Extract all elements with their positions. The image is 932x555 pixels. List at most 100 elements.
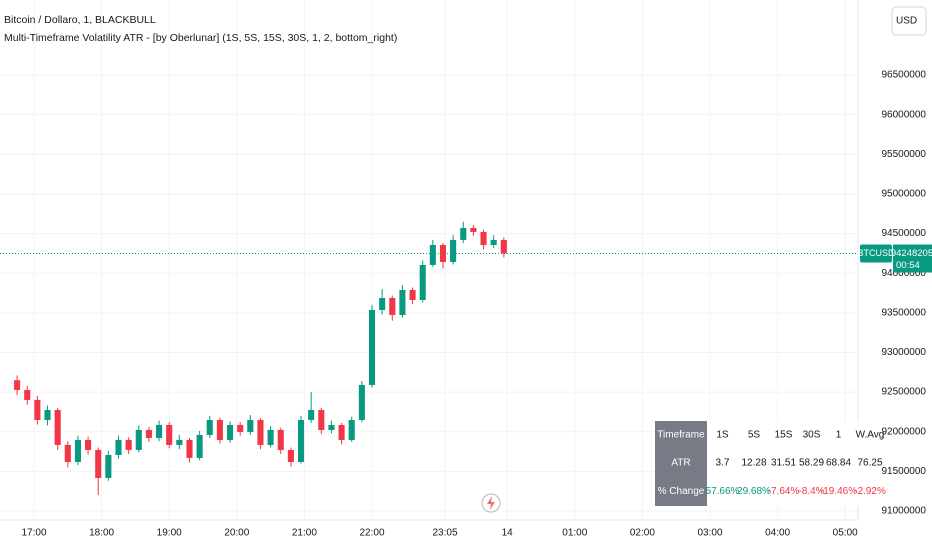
- candle-body: [409, 289, 416, 300]
- candle-body: [368, 309, 376, 385]
- currency-label[interactable]: USD: [896, 16, 917, 27]
- table-cell: 1: [836, 430, 842, 441]
- table-cell: 68.84: [826, 458, 851, 469]
- table-cell: -7.64%: [768, 486, 800, 497]
- x-tick-label: 22:00: [359, 528, 384, 539]
- x-tick-label: 19:00: [157, 528, 182, 539]
- y-tick-label: 94000000: [882, 268, 927, 279]
- table-cell: 31.51: [771, 458, 796, 469]
- candle-body: [166, 424, 173, 445]
- candle-body: [85, 439, 92, 450]
- x-tick-label: 20:00: [224, 528, 249, 539]
- candle-body: [429, 244, 436, 265]
- table-cell: 76.25: [857, 458, 882, 469]
- currency-button[interactable]: [891, 6, 927, 36]
- candle-body: [358, 384, 365, 420]
- candle-body: [348, 419, 355, 440]
- x-tick-label: 18:00: [89, 528, 114, 539]
- candle-body: [176, 439, 183, 445]
- candle-body: [379, 298, 386, 310]
- table-cell: 29.68%: [737, 486, 771, 497]
- candle-body: [490, 239, 497, 245]
- candle-body: [206, 419, 213, 435]
- table-cell: ATR: [671, 458, 690, 469]
- candle-body: [95, 449, 102, 478]
- table-cell: -19.46%: [820, 486, 857, 497]
- candle-body: [216, 419, 223, 440]
- x-tick-label: 01:00: [562, 528, 587, 539]
- table-cell: 15S: [775, 430, 793, 441]
- candle-body: [247, 419, 254, 432]
- table-cell: 5S: [748, 430, 761, 441]
- y-tick-label: 96500000: [882, 70, 927, 81]
- candle-body: [257, 419, 264, 445]
- candle-body: [105, 454, 112, 478]
- y-tick-label: 91500000: [882, 466, 927, 477]
- candle-body: [470, 227, 477, 232]
- countdown-label: 00:54: [896, 260, 920, 271]
- candle-body: [389, 298, 396, 315]
- candle-body: [14, 380, 21, 390]
- candle-body: [54, 409, 61, 445]
- table-cell: -8.4%: [798, 486, 824, 497]
- price-label-bg: [893, 244, 932, 273]
- candle-body: [196, 434, 203, 458]
- candle-body: [237, 424, 244, 432]
- candle-body: [318, 409, 325, 430]
- candle-body: [64, 444, 71, 462]
- y-tick-label: 93500000: [882, 307, 927, 318]
- price-label: 94248205: [891, 248, 932, 259]
- candle-body: [156, 424, 163, 438]
- chart-title: Bitcoin / Dollaro, 1, BLACKBULL: [4, 14, 156, 26]
- y-tick-label: 94500000: [882, 228, 927, 239]
- y-tick-label: 92500000: [882, 387, 927, 398]
- candle-body: [135, 429, 142, 450]
- y-tick-label: 95500000: [882, 149, 927, 160]
- candle-body: [226, 424, 234, 440]
- table-cell: 3.7: [716, 458, 730, 469]
- candle-body: [44, 409, 51, 420]
- candle-body: [267, 429, 274, 445]
- table-cell: 1S: [716, 430, 729, 441]
- candle-body: [297, 419, 305, 462]
- indicator-title: Multi-Timeframe Volatility ATR - [by Obe…: [4, 32, 397, 44]
- candle-body: [460, 227, 467, 240]
- candle-body: [500, 239, 507, 254]
- candle-body: [287, 449, 294, 462]
- candle-body: [115, 439, 122, 455]
- candle-body: [328, 424, 335, 430]
- candle-body: [480, 231, 487, 245]
- candle-body: [419, 264, 426, 300]
- candle-body: [145, 429, 152, 438]
- table-cell: 30S: [803, 430, 821, 441]
- candle-body: [125, 439, 132, 450]
- table-header-col: [655, 421, 707, 506]
- candle-body: [439, 244, 447, 262]
- x-tick-label: 02:00: [630, 528, 655, 539]
- candle-body: [450, 239, 457, 262]
- candle-body: [277, 429, 284, 450]
- candle-body: [34, 399, 41, 420]
- y-tick-label: 96000000: [882, 109, 927, 120]
- y-tick-label: 92000000: [882, 426, 927, 437]
- lightning-icon[interactable]: [481, 493, 501, 513]
- candle-body: [74, 439, 81, 462]
- candle-body: [338, 424, 345, 440]
- candle-body: [308, 409, 315, 420]
- x-tick-label: 05:00: [833, 528, 858, 539]
- x-tick-label: 04:00: [765, 528, 790, 539]
- table-cell: 57.66%: [706, 486, 740, 497]
- x-tick-label: 17:00: [21, 528, 46, 539]
- y-tick-label: 95000000: [882, 189, 927, 200]
- x-tick-label: 23:05: [432, 528, 457, 539]
- table-cell: W.Avg: [856, 430, 885, 441]
- candle-body: [24, 389, 31, 400]
- candle-body: [399, 289, 406, 315]
- table-cell: % Change: [658, 486, 705, 497]
- x-tick-label: 14: [502, 528, 514, 539]
- table-cell: -2.92%: [854, 486, 886, 497]
- table-cell: 12.28: [741, 458, 766, 469]
- symbol-label: BTCUSD: [857, 248, 895, 258]
